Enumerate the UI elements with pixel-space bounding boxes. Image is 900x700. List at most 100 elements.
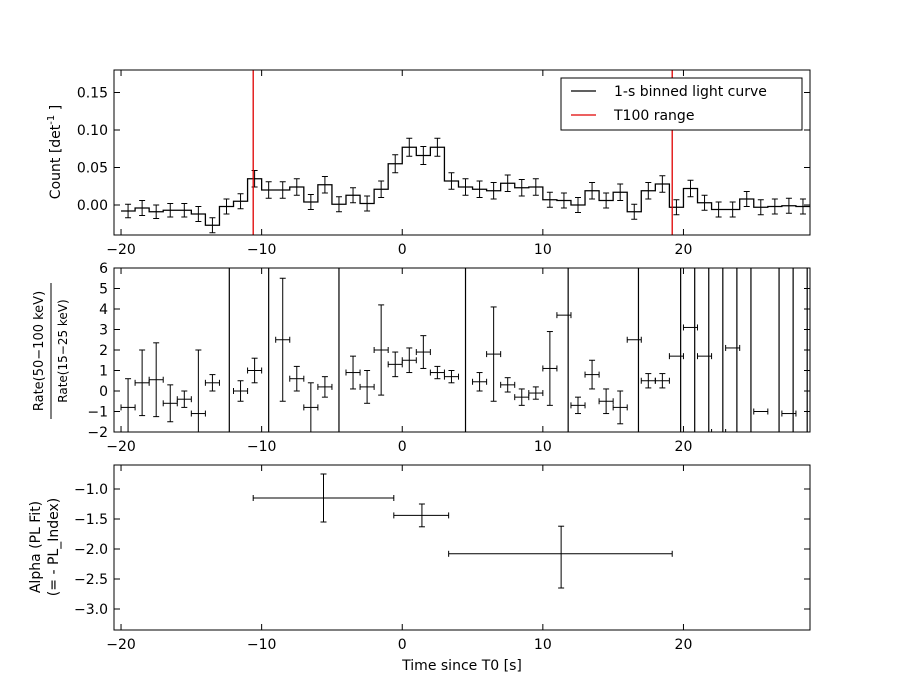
light-curve-error-bar	[589, 182, 596, 200]
light-curve-ticks: −20 −10 0 10 20 0.00 0.05 0.10 0.15	[77, 70, 810, 258]
hardness-ratio-point	[514, 388, 530, 406]
light-curve-plot-area	[121, 70, 810, 235]
hardness-ratio-point	[359, 370, 375, 404]
light-curve-error-bar	[364, 195, 371, 212]
light-curve-error-bar	[729, 201, 736, 218]
hardness-ratio-y-tick-label: −1	[87, 405, 108, 421]
hardness-ratio-y-label: Rate(50−100 keV) Rate(15−25 keV)	[32, 283, 70, 419]
light-curve-error-bar	[378, 180, 385, 198]
hardness-ratio-y-tick-label: 6	[99, 261, 108, 277]
hardness-ratio-point	[289, 365, 305, 392]
hardness-ratio-x-tick-label: −20	[106, 439, 136, 455]
alpha-y-tick-label: −1.5	[74, 512, 108, 528]
light-curve-error-bar	[645, 182, 652, 200]
alpha-x-tick-label: 20	[675, 637, 693, 653]
hardness-ratio-point	[275, 277, 291, 402]
light-curve-error-bar	[546, 191, 553, 208]
light-curve-error-bar	[139, 200, 146, 216]
light-curve-error-bar	[462, 178, 469, 196]
light-curve-error-bar	[195, 206, 202, 222]
light-curve-line	[121, 146, 810, 226]
hardness-ratio-point	[176, 390, 192, 408]
hardness-ratio-point	[612, 390, 628, 425]
alpha-frame	[113, 464, 811, 631]
alpha-y-tick-label: −2.0	[74, 542, 108, 558]
hardness-ratio-point	[233, 380, 249, 402]
hardness-ratio-point	[148, 342, 164, 418]
hardness-ratio-point	[711, 429, 727, 432]
light-curve-error-bar	[715, 201, 722, 218]
hardness-ratio-point	[626, 336, 642, 343]
alpha-point	[448, 525, 673, 589]
hardness-ratio-x-tick-label: 10	[534, 439, 552, 455]
hardness-ratio-y-tick-label: 1	[99, 364, 108, 380]
light-curve-error-bar	[237, 193, 244, 210]
hardness-ratio-point	[697, 353, 713, 360]
light-curve-error-bar	[799, 198, 806, 215]
hardness-ratio-point	[472, 372, 488, 392]
light-curve-error-bar	[307, 194, 314, 210]
hardness-ratio-point	[725, 344, 741, 351]
hardness-ratio-point	[401, 347, 417, 374]
light-curve-frame	[113, 69, 811, 236]
light-curve-error-bar	[335, 196, 342, 213]
legend-box	[560, 77, 803, 131]
hardness-ratio-y-tick-label: 2	[99, 343, 108, 359]
hardness-ratio-point	[598, 388, 614, 415]
hardness-ratio-plot-area	[120, 268, 808, 432]
light-curve-error-bar	[153, 204, 160, 219]
hardness-ratio-point	[373, 304, 389, 396]
light-curve-error-bar	[476, 180, 483, 198]
light-curve-error-bar	[617, 183, 624, 201]
alpha-y-label-line1: Alpha (PL Fit)	[28, 501, 44, 593]
light-curve-x-tick-label: 10	[534, 242, 552, 258]
alpha-x-tick-label: 0	[398, 637, 407, 653]
light-curve-error-bar	[757, 199, 764, 216]
alpha-point	[252, 473, 395, 523]
light-curve-error-bar	[448, 172, 455, 190]
alpha-plot-area	[252, 473, 673, 589]
light-curve-error-bar	[223, 198, 230, 215]
hardness-ratio-y-tick-label: 5	[99, 282, 108, 298]
hardness-ratio-y-tick-label: 4	[99, 302, 108, 318]
alpha-x-tick-label: −20	[106, 637, 136, 653]
light-curve-y-tick-label: 0.10	[77, 123, 108, 139]
light-curve-error-bar	[392, 154, 399, 174]
hardness-ratio-x-tick-label: −10	[247, 439, 277, 455]
hardness-ratio-point	[317, 376, 333, 398]
light-curve-error-bar	[167, 203, 174, 218]
light-curve-error-bar	[209, 217, 216, 234]
hardness-ratio-point	[387, 351, 403, 378]
hardness-ratio-point	[486, 306, 502, 402]
alpha-y-tick-label: −2.5	[74, 572, 108, 588]
light-curve-error-bar	[560, 192, 567, 209]
hardness-ratio-point	[584, 359, 600, 390]
hardness-ratio-y-label-denominator: Rate(15−25 keV)	[56, 299, 70, 402]
legend-label-light-curve: 1-s binned light curve	[614, 84, 767, 100]
hardness-ratio-point	[781, 410, 797, 417]
light-curve-y-label: Count [det-1 ]	[46, 105, 64, 199]
legend-label-t100: T100 range	[613, 108, 694, 124]
alpha-point	[393, 503, 450, 528]
hardness-ratio-point	[345, 355, 361, 390]
light-curve-y-tick-label: 0.05	[77, 161, 108, 177]
light-curve-y-tick-label: 0.15	[77, 86, 108, 102]
light-curve-error-bar	[659, 175, 666, 193]
hardness-ratio-point	[190, 349, 206, 432]
alpha-x-tick-label: −10	[247, 637, 277, 653]
hardness-ratio-frame	[113, 267, 811, 433]
hardness-ratio-y-tick-label: 0	[99, 384, 108, 400]
hardness-ratio-x-tick-label: 20	[675, 439, 693, 455]
hardness-ratio-point	[528, 386, 544, 400]
light-curve-error-bar	[265, 181, 272, 199]
hardness-ratio-point	[753, 408, 769, 415]
light-curve-error-bar	[125, 203, 132, 219]
alpha-y-tick-label: −1.0	[74, 482, 108, 498]
hardness-ratio-y-tick-label: 3	[99, 323, 108, 339]
hardness-ratio-x-tick-label: 0	[398, 439, 407, 455]
light-curve-error-bar	[631, 203, 638, 220]
light-curve-x-tick-label: 20	[675, 242, 693, 258]
light-curve-error-bar	[279, 181, 286, 199]
